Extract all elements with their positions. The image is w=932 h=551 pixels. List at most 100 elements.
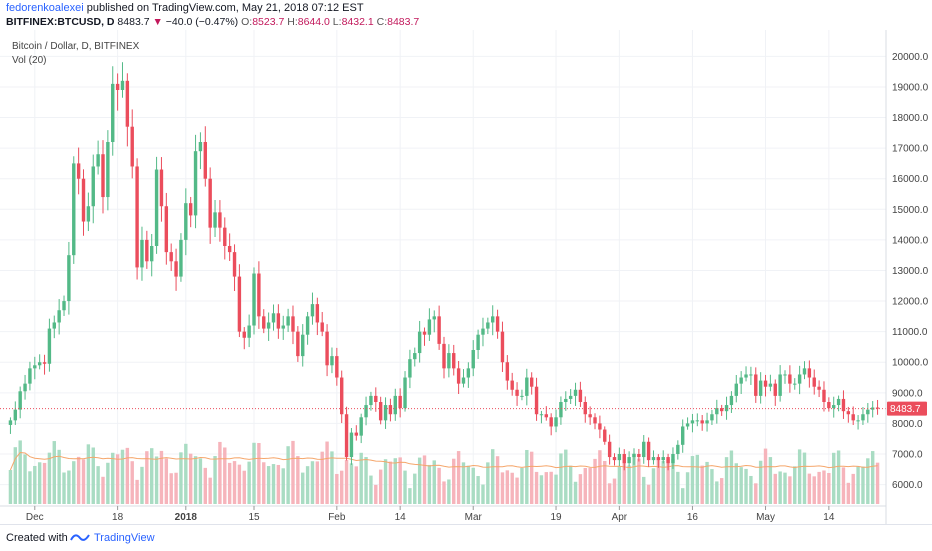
created-with-text: Created with [6, 532, 68, 544]
volume-bar [617, 466, 622, 504]
price-tick-label: 13000.0 [892, 266, 929, 277]
volume-bar [232, 461, 237, 504]
volume-bar [802, 452, 807, 504]
low-value: 8432.1 [341, 16, 374, 28]
volume-bar [442, 481, 446, 504]
candle-body [754, 374, 758, 396]
candle-body [213, 212, 217, 228]
candle-body [646, 441, 651, 461]
candle-body [101, 154, 105, 198]
candle-body [106, 142, 110, 198]
high-value: 8644.0 [297, 16, 330, 28]
volume-bar [369, 475, 373, 504]
candle-body [174, 261, 178, 277]
volume-bar [749, 475, 753, 504]
volume-bar [529, 451, 534, 504]
volume-bar [33, 465, 37, 504]
candle-body [247, 325, 251, 338]
candle-body [783, 374, 787, 376]
candle-body [42, 362, 47, 364]
candle-body [437, 316, 441, 344]
volume-bar [276, 464, 281, 504]
time-axis: Dec 18 2018 15 Feb 14 Mar 19 Apr 16 May 14 [26, 506, 835, 523]
volume-bar [491, 449, 495, 504]
volume-bar [637, 458, 641, 504]
volume-bar [612, 478, 617, 504]
candle-body [378, 402, 383, 421]
last-price-badge: 8483.7 [887, 401, 927, 416]
candle-body [515, 389, 519, 396]
candle-body [656, 457, 661, 461]
candle-body [612, 457, 617, 461]
candle-body [719, 408, 724, 412]
volume-bar [398, 457, 402, 504]
volume-bar [715, 481, 719, 504]
volume-bar [593, 458, 597, 504]
candle-body [744, 374, 748, 378]
price-chart[interactable]: 6000.0 7000.0 8000.0 9000.0 10000.0 11000.0 12… [0, 30, 932, 524]
volume-bar [76, 456, 81, 504]
volume-bar [841, 467, 846, 504]
candle-body [500, 331, 505, 363]
candle-body [227, 246, 232, 253]
candle-body [130, 126, 134, 167]
candle-body [62, 301, 66, 311]
candle-body [568, 395, 573, 399]
volume-bar [822, 470, 826, 504]
candle-body [432, 316, 436, 320]
volume-bar [47, 452, 52, 504]
candle-body [374, 395, 378, 402]
tradingview-brand-link[interactable]: TradingView [94, 532, 155, 544]
candle-body [301, 334, 305, 357]
candle-body [81, 178, 86, 222]
volume-bar [325, 441, 329, 504]
candle-body [315, 304, 320, 323]
candle-body [325, 331, 329, 366]
volume-bar [719, 478, 724, 504]
price-tick-label: 8000.0 [892, 419, 923, 430]
candle-body [115, 83, 120, 90]
volume-bar [500, 472, 505, 504]
volume-bar [252, 442, 256, 504]
volume-bar [656, 457, 661, 504]
candle-body [666, 457, 670, 464]
candle-body [203, 142, 208, 179]
candle-body [398, 395, 402, 409]
volume-bar [534, 471, 539, 504]
candle-body [841, 398, 846, 412]
volume-bar [140, 466, 144, 504]
candle-body [875, 407, 880, 409]
volume-bar [52, 441, 56, 504]
volume-bar [744, 468, 748, 504]
chart-legend: Bitcoin / Dollar, D, BITFINEX Vol (20) [12, 40, 139, 68]
volume-bar [695, 454, 700, 504]
volume-bar [856, 466, 860, 504]
candle-body [52, 322, 56, 329]
candle-body [627, 457, 631, 464]
candle-body [281, 325, 285, 329]
candle-body [262, 316, 266, 329]
candle-body [403, 377, 407, 409]
volume-indicator-label[interactable]: Vol (20) [12, 55, 47, 66]
volume-bar [690, 456, 695, 504]
author-link[interactable]: fedorenkoalexei [6, 2, 84, 14]
volume-bar [106, 462, 110, 504]
volume-bar [452, 458, 456, 504]
candle-body [749, 374, 753, 376]
volume-bar [564, 449, 568, 504]
candle-body [67, 255, 71, 302]
volume-bar [257, 443, 261, 504]
last-price: 8483.7 [117, 16, 150, 28]
volume-bar [836, 450, 841, 504]
candle-body [870, 407, 875, 410]
volume-bar [573, 481, 578, 504]
candle-body [632, 454, 636, 458]
volume-bar [456, 451, 461, 504]
candle-body [413, 353, 417, 360]
candle-body [676, 444, 680, 454]
candle-body [539, 414, 544, 416]
candlesticks [8, 62, 880, 471]
candle-body [836, 398, 841, 406]
candle-body [680, 426, 685, 445]
volume-bar [622, 461, 626, 504]
